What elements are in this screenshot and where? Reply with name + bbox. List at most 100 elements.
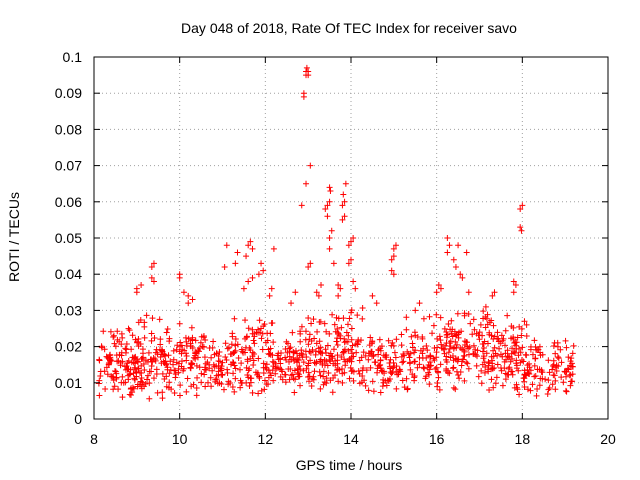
data-point bbox=[450, 256, 457, 263]
axes: 8 10 12 14 16 18 20 0 0.01 0.02 0.03 0.04 0.05 0.06 0.… bbox=[55, 49, 616, 447]
data-point bbox=[159, 370, 166, 377]
data-point bbox=[259, 346, 266, 353]
data-point bbox=[166, 379, 173, 386]
data-point bbox=[518, 357, 525, 364]
data-point bbox=[564, 365, 571, 372]
data-point bbox=[319, 350, 326, 357]
y-tick-label: 0 bbox=[74, 411, 82, 427]
data-point bbox=[125, 366, 132, 373]
data-point bbox=[449, 352, 456, 359]
data-point bbox=[498, 332, 505, 339]
data-point bbox=[270, 245, 277, 252]
data-point bbox=[476, 336, 483, 343]
data-point bbox=[305, 314, 312, 321]
data-point bbox=[176, 320, 183, 327]
data-point bbox=[479, 332, 486, 339]
data-point bbox=[549, 362, 556, 369]
data-point bbox=[294, 356, 301, 363]
data-point bbox=[109, 373, 116, 380]
data-point bbox=[339, 202, 346, 209]
data-point bbox=[367, 334, 374, 341]
data-point bbox=[359, 304, 366, 311]
data-point bbox=[474, 353, 481, 360]
data-point bbox=[427, 359, 434, 366]
data-point bbox=[408, 333, 415, 340]
data-point bbox=[293, 359, 300, 366]
data-point bbox=[210, 361, 217, 368]
data-point bbox=[335, 331, 342, 338]
data-point bbox=[369, 378, 376, 385]
data-point bbox=[552, 350, 559, 357]
data-point bbox=[369, 338, 376, 345]
data-point bbox=[307, 357, 314, 364]
data-point bbox=[198, 370, 205, 377]
data-point bbox=[208, 383, 215, 390]
data-point bbox=[157, 336, 164, 343]
data-point bbox=[111, 340, 118, 347]
data-point bbox=[170, 361, 177, 368]
data-point bbox=[113, 374, 120, 381]
data-point bbox=[486, 360, 493, 367]
data-point bbox=[486, 319, 493, 326]
data-point bbox=[476, 329, 483, 336]
data-point bbox=[346, 315, 353, 322]
data-point bbox=[128, 385, 135, 392]
data-point bbox=[488, 366, 495, 373]
data-point bbox=[517, 206, 524, 213]
data-point bbox=[150, 278, 157, 285]
data-point bbox=[531, 362, 538, 369]
data-point bbox=[521, 318, 528, 325]
data-point bbox=[289, 371, 296, 378]
data-point bbox=[305, 341, 312, 348]
data-point bbox=[250, 337, 257, 344]
data-point bbox=[411, 377, 418, 384]
data-point bbox=[202, 337, 209, 344]
data-point bbox=[341, 198, 348, 205]
data-point bbox=[444, 235, 451, 241]
data-point bbox=[256, 317, 263, 324]
data-point bbox=[128, 346, 135, 353]
data-point bbox=[156, 346, 163, 353]
data-point bbox=[239, 348, 246, 355]
data-point bbox=[347, 364, 354, 371]
data-point bbox=[494, 361, 501, 368]
data-point bbox=[524, 362, 531, 369]
data-point bbox=[507, 358, 514, 365]
data-point bbox=[286, 376, 293, 383]
data-point bbox=[264, 337, 271, 344]
data-point bbox=[250, 361, 257, 368]
data-point bbox=[302, 328, 309, 335]
data-point bbox=[345, 260, 352, 267]
data-point bbox=[170, 347, 177, 354]
data-point bbox=[359, 315, 366, 322]
data-point bbox=[148, 263, 155, 270]
data-point bbox=[329, 389, 336, 396]
data-point bbox=[310, 316, 317, 323]
data-point bbox=[96, 357, 103, 364]
data-point bbox=[107, 328, 114, 335]
data-point bbox=[111, 383, 118, 390]
data-point bbox=[126, 327, 133, 334]
data-point bbox=[365, 387, 372, 394]
data-point bbox=[327, 187, 334, 194]
data-point bbox=[303, 180, 310, 187]
data-point bbox=[317, 344, 324, 351]
data-point bbox=[104, 371, 111, 378]
data-point bbox=[297, 366, 304, 373]
data-point bbox=[523, 321, 530, 328]
data-point bbox=[473, 362, 480, 369]
data-point bbox=[362, 352, 369, 359]
data-point bbox=[340, 315, 347, 322]
data-point bbox=[313, 289, 320, 296]
data-point bbox=[478, 367, 485, 374]
data-point bbox=[373, 300, 380, 307]
data-point bbox=[234, 341, 241, 348]
data-point bbox=[286, 345, 293, 352]
data-point bbox=[197, 339, 204, 346]
data-point bbox=[388, 370, 395, 377]
data-point bbox=[265, 351, 272, 358]
data-point bbox=[198, 379, 205, 386]
y-tick-label: 0.03 bbox=[55, 302, 82, 318]
data-point bbox=[290, 349, 297, 356]
data-point bbox=[178, 350, 185, 357]
